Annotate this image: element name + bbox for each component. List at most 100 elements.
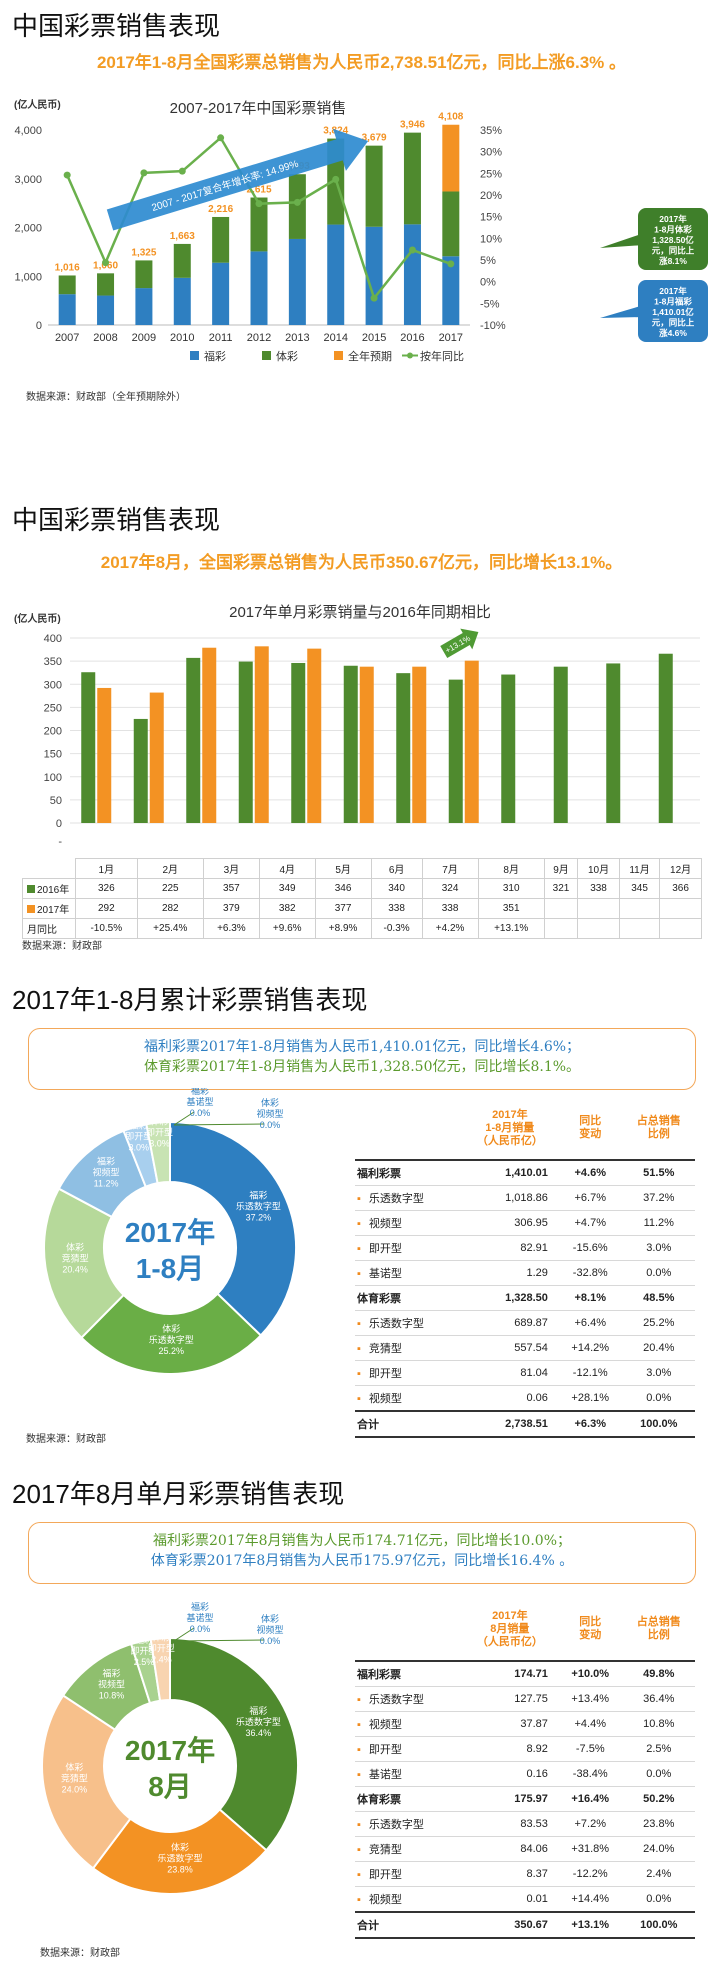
chart1-ytick: 2,000 — [14, 223, 42, 235]
bullet-icon: ▪ — [357, 1769, 361, 1781]
table-header-row: 2017年 8月销量 （人民币亿） 同比 变动 占总销售 比例 — [355, 1598, 695, 1662]
table-share-cell: 50.2% — [622, 1786, 695, 1812]
table-row: ▪ 乐透数字型 1,018.86 +6.7% 37.2% — [355, 1185, 695, 1211]
bar-2016 — [396, 673, 411, 823]
chart2-ytick: 50 — [50, 795, 62, 807]
bar-welfare — [327, 224, 345, 325]
zero-share-label: 基诺型 — [186, 1096, 213, 1107]
bullet-icon: ▪ — [357, 1268, 361, 1280]
table-share-cell: 49.8% — [622, 1661, 695, 1687]
bar-2017 — [359, 666, 374, 823]
table-row: ▪ 即开型 81.04 -12.1% 3.0% — [355, 1360, 695, 1386]
table-amount-cell: 1.29 — [461, 1260, 558, 1286]
callout-welfare-text: 1-8月福彩 — [654, 297, 692, 307]
bar-sports — [250, 197, 268, 252]
table-cell: 321 — [543, 878, 579, 899]
bar-2017 — [307, 648, 322, 823]
callout-welfare-text: 1,410.01亿 — [652, 307, 694, 317]
callout-welfare — [638, 280, 708, 342]
chart1-xtick: 2015 — [362, 332, 386, 344]
table-amount-cell: 350.67 — [461, 1911, 558, 1939]
table-share-cell: 0.0% — [622, 1385, 695, 1412]
callout-sports — [638, 208, 708, 270]
section4-title: 2017年8月单月彩票销售表现 — [12, 1479, 345, 1509]
chart1-ytick: 4,000 — [14, 125, 42, 137]
table-cell — [618, 898, 661, 919]
chart1-xtick: 2014 — [323, 332, 347, 344]
section3-source: 数据来源：财政部 — [26, 1434, 106, 1445]
table-cell: 10月 — [577, 858, 620, 879]
section4-source: 数据来源：财政部 — [40, 1948, 120, 1959]
leader-line — [173, 1123, 265, 1126]
table-header-cell: 同比 变动 — [557, 1598, 623, 1662]
table-amount-cell: 1,410.01 — [461, 1160, 558, 1186]
chart2-ytick: 200 — [44, 726, 62, 738]
donut-slice-label: 36.4% — [246, 1728, 272, 1738]
legend-label: 体彩 — [276, 349, 298, 363]
growth-point — [102, 259, 110, 267]
donut-slice — [145, 1120, 171, 1185]
zero-share-label: 福彩 — [191, 1088, 209, 1096]
growth-point — [255, 200, 263, 208]
table-yoy-cell: +4.6% — [557, 1160, 623, 1186]
table-share-cell: 0.0% — [622, 1761, 695, 1787]
table-header-row: 2017年 1-8月销量 （人民币亿） 同比 变动 占总销售 比例 — [355, 1097, 695, 1161]
bar-total-label: 1,325 — [131, 247, 156, 258]
donut-slice-label: 37.2% — [246, 1212, 272, 1222]
callout-sports-text: 1,328.50亿 — [652, 235, 694, 245]
table-cell: 2月 — [136, 858, 204, 879]
donut-center-period: 8月 — [148, 1771, 192, 1802]
table-row: ▪ 竞猜型 557.54 +14.2% 20.4% — [355, 1335, 695, 1361]
table-group-row: 福利彩票 174.71 +10.0% 49.8% — [355, 1661, 695, 1687]
bar-2017 — [149, 692, 164, 823]
callout-welfare-text: 元，同比上 — [652, 318, 695, 328]
table-yoy-cell: -12.2% — [557, 1861, 623, 1887]
chart1-y2tick: 30% — [480, 147, 502, 159]
bar-2017 — [412, 666, 427, 823]
table-amount-cell: 0.01 — [461, 1886, 558, 1913]
chart2-ytick: - — [58, 836, 62, 848]
table-amount-cell: 0.06 — [461, 1385, 558, 1412]
table-group-row: 体育彩票 175.97 +16.4% 50.2% — [355, 1786, 695, 1812]
table-yoy-cell: -32.8% — [557, 1260, 623, 1286]
donut-slice — [43, 1187, 126, 1340]
donut-slice-label: 福彩 — [130, 1119, 148, 1130]
table-share-cell: 24.0% — [622, 1836, 695, 1862]
chart1-title: 2007-2017年中国彩票销售 — [170, 100, 347, 117]
zero-share-label: 视频型 — [256, 1108, 283, 1119]
donut-slice-label: 即开型 — [125, 1131, 152, 1141]
table-row-name: 福利彩票 — [355, 1661, 462, 1687]
section4-summary-box: 福利彩票2017年8月销售为人民币174.71亿元，同比增长10.0%； 体育彩… — [28, 1522, 696, 1584]
table-row-label: 2017年 — [37, 905, 70, 916]
donut-slice-label: 即开型 — [131, 1646, 158, 1656]
bar-sports — [442, 191, 460, 257]
table-share-cell: 2.4% — [622, 1861, 695, 1887]
table-row-name: ▪ 基诺型 — [355, 1761, 462, 1787]
table-share-cell: 100.0% — [622, 1911, 695, 1939]
chart1-y2tick: 10% — [480, 233, 502, 245]
table-yoy-cell: -15.6% — [557, 1235, 623, 1261]
august-breakdown-table: 2017年 8月销量 （人民币亿） 同比 变动 占总销售 比例 福利彩票 174.71 +10.0… — [355, 1598, 695, 1939]
table-cell — [659, 918, 702, 939]
chart1-ytick: 3,000 — [14, 174, 42, 186]
bar-2016 — [291, 662, 306, 823]
table-yoy-cell: +14.2% — [557, 1335, 623, 1361]
table-row: ▪ 乐透数字型 127.75 +13.4% 36.4% — [355, 1686, 695, 1712]
chart1-y2tick: -5% — [480, 298, 500, 310]
table-row-name: ▪ 视频型 — [355, 1886, 462, 1913]
table-group-row: 体育彩票 1,328.50 +8.1% 48.5% — [355, 1285, 695, 1311]
bar-sports — [58, 275, 76, 295]
donut-slice-label: 乐透数字型 — [236, 1200, 281, 1211]
table-header-cell: 占总销售 比例 — [622, 1598, 695, 1662]
table-row-name: ▪ 竞猜型 — [355, 1836, 462, 1862]
table-yoy-cell: +16.4% — [557, 1786, 623, 1812]
bar-2016 — [238, 661, 253, 823]
ytd-donut-chart: 福彩乐透数字型37.2%体彩乐透数字型25.2%体彩竞猜型20.4%福彩视频型1… — [43, 1088, 297, 1375]
table-share-cell: 0.0% — [622, 1260, 695, 1286]
table-share-cell: 3.0% — [622, 1235, 695, 1261]
section1-subtitle: 2017年1-8月全国彩票总销售为人民币2,738.51亿元，同比上涨6.3% … — [96, 53, 627, 72]
table-row-name: ▪ 即开型 — [355, 1235, 462, 1261]
donut-slice — [80, 1292, 263, 1375]
chart2-ytick: 300 — [44, 679, 62, 691]
table-row-name: 合计 — [355, 1410, 462, 1438]
